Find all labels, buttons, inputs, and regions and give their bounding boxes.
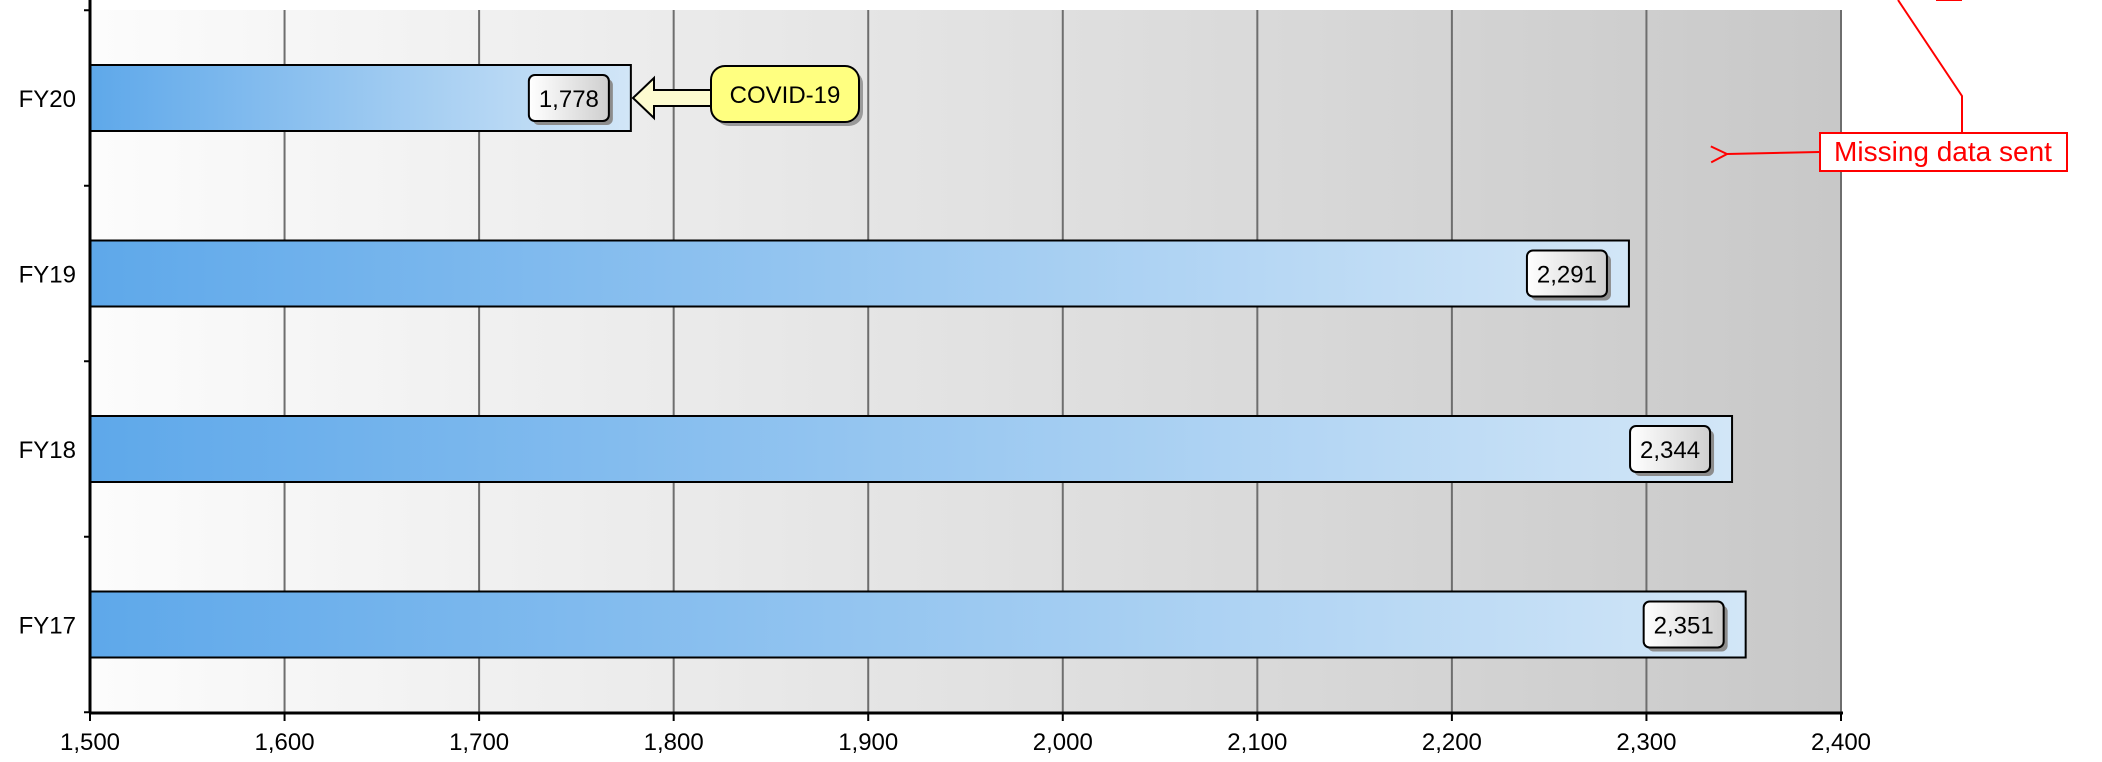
axes: 1,500 1,600 1,700 1,800 1,900 2,000 2,100 2,200… bbox=[19, 0, 1871, 756]
x-tick-label: 2,300 bbox=[1616, 729, 1676, 756]
value-label: 1,778 bbox=[539, 86, 599, 113]
value-label: 2,351 bbox=[1654, 613, 1714, 640]
value-label-box bbox=[1525, 249, 1608, 298]
covid-callout-box bbox=[710, 65, 860, 123]
y-category-label: FY17 bbox=[19, 613, 76, 640]
missing-data-leader-line bbox=[1897, 0, 1963, 133]
value-label: 2,344 bbox=[1640, 437, 1700, 464]
value-labels: 1,778 2,291 2,344 2,351 bbox=[527, 74, 1728, 652]
missing-data-label: Missing data sent bbox=[1834, 136, 2052, 167]
y-category-label: FY19 bbox=[19, 262, 76, 289]
value-label-box bbox=[1629, 425, 1712, 473]
bar-fy17 bbox=[89, 590, 1747, 659]
x-tick-label: 1,900 bbox=[838, 729, 898, 756]
value-label: 2,291 bbox=[1537, 262, 1597, 289]
x-tick-label: 2,000 bbox=[1033, 729, 1093, 756]
x-tick-label: 2,400 bbox=[1811, 729, 1871, 756]
x-tick-label: 1,500 bbox=[60, 729, 120, 756]
bar-fy18 bbox=[89, 415, 1734, 483]
x-tick-label: 2,100 bbox=[1227, 729, 1287, 756]
x-tick-label: 1,800 bbox=[644, 729, 704, 756]
missing-data-box bbox=[1819, 132, 2068, 172]
value-label-box bbox=[1642, 600, 1725, 649]
y-category-label: FY20 bbox=[19, 86, 76, 113]
missing-data-arrow-icon bbox=[1727, 152, 1820, 154]
y-category-label: FY18 bbox=[19, 437, 76, 464]
x-tick-label: 1,700 bbox=[449, 729, 509, 756]
missing-data-annotation: Missing data sent bbox=[1727, 0, 2068, 172]
bars bbox=[89, 64, 1747, 659]
value-label-box bbox=[527, 74, 610, 122]
covid-annotation: COVID-19 bbox=[631, 65, 863, 126]
covid-callout-label: COVID-19 bbox=[730, 82, 841, 109]
x-tick-label: 1,600 bbox=[255, 729, 315, 756]
bar-fy19 bbox=[89, 239, 1630, 308]
x-tick-label: 2,200 bbox=[1422, 729, 1482, 756]
